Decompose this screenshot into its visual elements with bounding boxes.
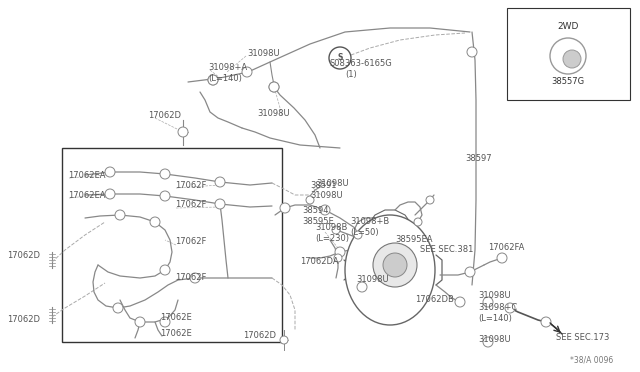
Text: 38557G: 38557G — [552, 77, 584, 86]
Ellipse shape — [345, 215, 435, 325]
Text: 17062E: 17062E — [160, 314, 192, 323]
Text: 17062F: 17062F — [175, 180, 206, 189]
Text: 31098+B: 31098+B — [350, 218, 389, 227]
Ellipse shape — [541, 317, 551, 327]
Ellipse shape — [483, 337, 493, 347]
Text: 31098+A: 31098+A — [208, 64, 247, 73]
Ellipse shape — [113, 303, 123, 313]
Ellipse shape — [160, 169, 170, 179]
Ellipse shape — [329, 47, 351, 69]
Bar — [62, 148, 282, 342]
Ellipse shape — [563, 50, 581, 68]
Text: 17062F: 17062F — [175, 237, 206, 247]
Ellipse shape — [280, 203, 290, 213]
Text: 17062FA: 17062FA — [488, 244, 524, 253]
Ellipse shape — [160, 317, 170, 327]
Ellipse shape — [115, 210, 125, 220]
Ellipse shape — [280, 336, 288, 344]
Text: 38595EA: 38595EA — [395, 235, 433, 244]
Ellipse shape — [150, 217, 160, 227]
Ellipse shape — [306, 196, 314, 204]
Text: 2WD: 2WD — [557, 22, 579, 31]
Ellipse shape — [465, 267, 475, 277]
Ellipse shape — [160, 191, 170, 201]
Text: (L=50): (L=50) — [350, 228, 379, 237]
Text: (1): (1) — [345, 70, 356, 78]
Ellipse shape — [354, 231, 362, 239]
Text: 17062D: 17062D — [7, 250, 40, 260]
Ellipse shape — [215, 199, 225, 209]
Ellipse shape — [414, 218, 422, 226]
Text: 17062EA: 17062EA — [68, 170, 106, 180]
Text: 17062D: 17062D — [7, 315, 40, 324]
Ellipse shape — [208, 75, 218, 85]
Ellipse shape — [208, 75, 218, 85]
Text: 38591: 38591 — [310, 180, 337, 189]
Ellipse shape — [335, 247, 345, 257]
Text: 31098U: 31098U — [247, 48, 280, 58]
Ellipse shape — [190, 273, 200, 283]
Ellipse shape — [105, 167, 115, 177]
Text: 17062EA: 17062EA — [68, 192, 106, 201]
Ellipse shape — [105, 189, 115, 199]
Text: (L=230): (L=230) — [315, 234, 349, 243]
Ellipse shape — [135, 317, 145, 327]
Text: 31098U: 31098U — [310, 192, 342, 201]
Ellipse shape — [269, 82, 279, 92]
Text: 38595E: 38595E — [302, 218, 333, 227]
Ellipse shape — [215, 177, 225, 187]
Ellipse shape — [320, 205, 330, 215]
Ellipse shape — [497, 253, 507, 263]
Ellipse shape — [242, 67, 252, 77]
Ellipse shape — [160, 265, 170, 275]
Text: 31098U: 31098U — [257, 109, 290, 118]
Ellipse shape — [383, 253, 407, 277]
Ellipse shape — [505, 303, 515, 313]
Text: 17062E: 17062E — [160, 330, 192, 339]
Ellipse shape — [332, 226, 340, 234]
Ellipse shape — [373, 243, 417, 287]
Text: 31098U: 31098U — [478, 336, 511, 344]
Text: *38/A 0096: *38/A 0096 — [570, 356, 613, 365]
Text: 38594: 38594 — [302, 205, 328, 215]
Ellipse shape — [550, 38, 586, 74]
Text: 38597: 38597 — [465, 154, 492, 163]
Ellipse shape — [334, 254, 342, 262]
Text: 31098B: 31098B — [315, 224, 348, 232]
Text: 31098U: 31098U — [478, 291, 511, 299]
Ellipse shape — [269, 82, 279, 92]
Ellipse shape — [178, 127, 188, 137]
Ellipse shape — [467, 47, 477, 57]
Text: 17062DB: 17062DB — [415, 295, 454, 305]
Ellipse shape — [357, 282, 367, 292]
Text: 17062F: 17062F — [175, 273, 206, 282]
Text: 17062F: 17062F — [175, 201, 206, 209]
Ellipse shape — [483, 297, 493, 307]
Text: SEE SEC.173: SEE SEC.173 — [556, 334, 609, 343]
Text: 17062D: 17062D — [243, 330, 276, 340]
Text: (L=140): (L=140) — [208, 74, 242, 83]
Text: 31098+C: 31098+C — [478, 304, 517, 312]
Ellipse shape — [426, 196, 434, 204]
Text: S08363-6165G: S08363-6165G — [329, 60, 392, 68]
Text: 17062D: 17062D — [148, 110, 181, 119]
Text: SEE SEC.381: SEE SEC.381 — [420, 246, 474, 254]
Text: (L=140): (L=140) — [478, 314, 512, 323]
Text: 31098U: 31098U — [356, 276, 388, 285]
Ellipse shape — [455, 297, 465, 307]
Text: S: S — [337, 54, 342, 62]
Text: 31098U: 31098U — [316, 179, 349, 187]
Text: 17062DA: 17062DA — [300, 257, 339, 266]
Bar — [507, 8, 630, 100]
